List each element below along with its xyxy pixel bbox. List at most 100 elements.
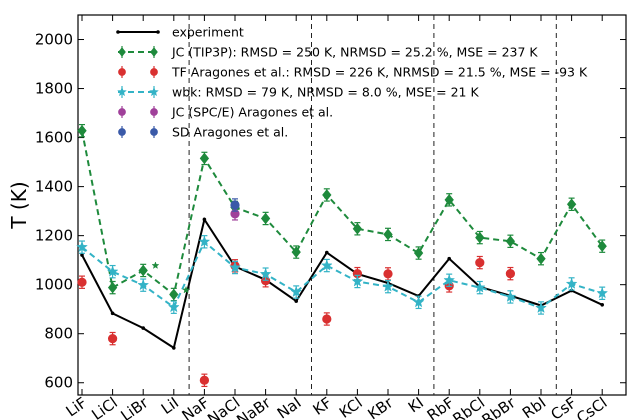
legend-entry: JC (TIP3P): RMSD = 250 K, NRMSD = 25.2 %… <box>118 45 538 60</box>
data-point <box>475 231 485 244</box>
x-tick-label: LiCl <box>88 394 121 420</box>
legend-label: experiment <box>172 25 244 40</box>
y-tick-label: 1000 <box>35 276 73 294</box>
data-point <box>107 281 118 294</box>
legend-label: JC (TIP3P): RMSD = 250 K, NRMSD = 25.2 %… <box>171 45 538 60</box>
x-tick-label: KF <box>310 394 335 419</box>
y-axis-label: T (K) <box>7 181 31 229</box>
legend-marker <box>150 68 158 76</box>
legend-marker <box>150 108 158 116</box>
legend-marker <box>156 30 160 34</box>
data-point <box>447 256 452 261</box>
data-point <box>110 311 115 316</box>
data-point <box>322 189 332 201</box>
data-point <box>199 375 210 385</box>
data-point <box>77 124 87 137</box>
data-point <box>413 247 424 259</box>
data-point <box>382 280 394 292</box>
y-tick-label: 800 <box>44 325 73 343</box>
legend-marker <box>118 47 126 57</box>
data-point <box>260 212 271 225</box>
x-tick-label: KBr <box>364 393 397 420</box>
data-point <box>199 152 210 165</box>
group-separators <box>188 15 557 395</box>
legend-marker <box>116 30 120 34</box>
legend-entry: wbk: RMSD = 79 K, NRMSD = 8.0 %, MSE = 2… <box>117 85 479 100</box>
y-tick-label: 1600 <box>35 129 73 147</box>
data-point <box>475 257 485 268</box>
legend-marker <box>118 128 126 136</box>
legend-label: JC (SPC/E) Aragones et al. <box>171 105 333 120</box>
data-point <box>505 269 516 279</box>
data-point <box>444 193 454 206</box>
data-point <box>259 267 272 280</box>
data-point <box>167 301 180 313</box>
data-point <box>536 252 546 265</box>
data-point <box>172 346 176 350</box>
data-point <box>169 288 179 301</box>
data-point <box>352 222 363 235</box>
series-group <box>230 198 240 212</box>
x-tick-label: RbI <box>519 394 549 420</box>
y-tick-label: 1400 <box>35 178 73 196</box>
data-point <box>320 259 333 271</box>
data-point <box>597 240 607 253</box>
data-point <box>473 281 486 293</box>
legend-marker <box>150 128 158 136</box>
data-point <box>325 250 329 255</box>
x-tick-label: LiBr <box>117 393 152 420</box>
data-point <box>322 314 332 324</box>
legend-label: SD Aragones et al. <box>172 125 288 140</box>
data-point <box>412 296 425 308</box>
data-point <box>565 277 578 289</box>
legend: experiment JC (TIP3P): RMSD = 250 K, NRMS… <box>116 25 588 140</box>
series-layer <box>76 123 609 388</box>
data-point <box>107 333 118 344</box>
plot-frame <box>77 14 627 396</box>
x-tick-label: NaI <box>274 394 305 420</box>
legend-label: TF Aragones et al.: RMSD = 226 K, NRMSD … <box>171 65 588 80</box>
data-point <box>76 240 88 253</box>
data-point <box>504 290 517 302</box>
x-tick-label: LiI <box>158 394 182 418</box>
legend-marker <box>118 108 126 116</box>
data-point <box>383 269 393 279</box>
data-point <box>505 235 516 248</box>
x-tick-label: KI <box>405 394 427 417</box>
data-point <box>535 301 547 313</box>
data-point <box>202 217 207 222</box>
data-point <box>600 302 604 307</box>
data-point <box>141 326 145 330</box>
data-point <box>351 275 364 287</box>
legend-entry: TF Aragones et al.: RMSD = 226 K, NRMSD … <box>118 65 588 80</box>
legend-entry: experiment <box>116 25 244 40</box>
x-tick-label: KCl <box>336 394 366 420</box>
data-point <box>137 278 150 291</box>
series-group <box>76 235 609 315</box>
data-point <box>443 274 456 286</box>
series-line <box>81 217 603 350</box>
legend-entry: JC (SPC/E) Aragones et al. <box>118 105 333 120</box>
data-point <box>291 246 301 258</box>
data-point <box>138 264 148 277</box>
data-point <box>290 285 303 298</box>
x-tick-label: LiF <box>63 394 91 420</box>
data-point <box>229 261 241 273</box>
legend-marker <box>149 86 159 97</box>
legend-entry: SD Aragones et al. <box>118 125 288 140</box>
series-line <box>81 130 604 297</box>
legend-label: wbk: RMSD = 79 K, NRMSD = 8.0 %, MSE = 2… <box>172 85 479 100</box>
y-tick-label: 1800 <box>35 80 73 98</box>
data-point-extra <box>151 261 160 269</box>
data-point <box>77 277 87 287</box>
data-point <box>230 200 240 210</box>
y-tick-label: 600 <box>44 374 73 392</box>
legend-marker <box>117 86 127 97</box>
legend-marker <box>150 47 158 57</box>
series-line <box>81 240 603 310</box>
y-tick-label: 2000 <box>35 31 73 49</box>
data-point <box>596 287 609 299</box>
data-point <box>80 253 84 257</box>
series-group <box>77 123 607 302</box>
